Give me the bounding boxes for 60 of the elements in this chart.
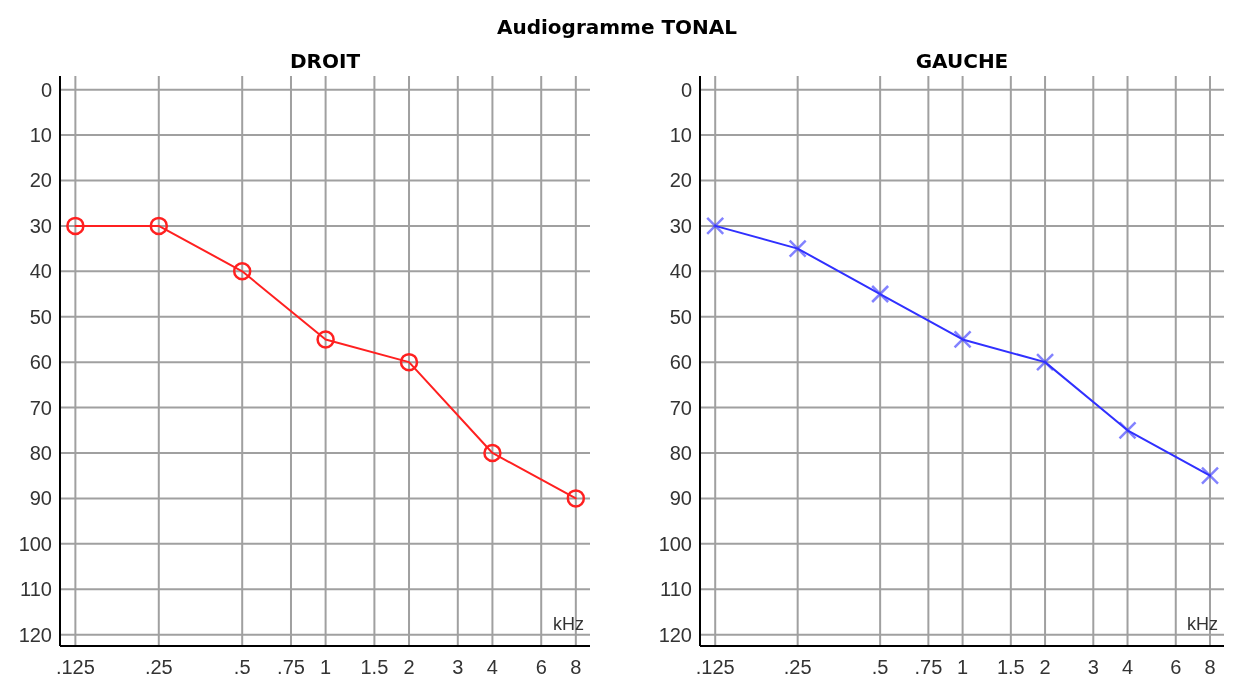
x-tick-label: .75 xyxy=(914,656,943,678)
x-tick-label: .25 xyxy=(783,656,812,678)
y-tick-label: 30 xyxy=(669,214,692,237)
y-tick-label: 80 xyxy=(669,441,692,464)
y-tick-label: 120 xyxy=(658,623,692,646)
x-tick-label: 2 xyxy=(1039,656,1051,678)
y-tick-label: 10 xyxy=(669,124,692,147)
x-tick-label: .5 xyxy=(871,656,889,678)
point xyxy=(66,216,85,236)
y-tick-label: 10 xyxy=(29,124,52,147)
x-tick-label: .5 xyxy=(233,656,251,678)
y-tick-label: 90 xyxy=(29,487,52,510)
y-tick-label: 0 xyxy=(680,78,692,101)
chart-title: Audiogramme TONAL xyxy=(496,15,738,39)
x-tick-label: 4 xyxy=(486,656,498,678)
chart-subtitle: GAUCHE xyxy=(915,49,1009,73)
y-tick-label: 100 xyxy=(658,532,692,555)
y-tick-label: 120 xyxy=(18,623,52,646)
y-tick-label: 70 xyxy=(29,396,52,419)
x-axis-title: kHz xyxy=(553,614,584,634)
x-tick-label: 1.5 xyxy=(360,656,389,678)
y-tick-label: 20 xyxy=(669,169,692,192)
x-tick-label: .25 xyxy=(144,656,173,678)
x-tick-label: 3 xyxy=(452,656,464,678)
chart-subtitle: DROIT xyxy=(289,49,361,73)
y-tick-label: 100 xyxy=(18,532,52,555)
point xyxy=(149,216,169,236)
x-tick-label: 1.5 xyxy=(996,656,1025,678)
point xyxy=(399,352,419,372)
y-tick-label: 90 xyxy=(669,487,692,510)
y-tick-label: 110 xyxy=(20,578,52,601)
y-tick-label: 40 xyxy=(29,260,52,283)
x-tick-label: 8 xyxy=(1204,656,1216,678)
x-tick-label: 1 xyxy=(320,656,332,678)
x-tick-label: 1 xyxy=(957,656,969,678)
point xyxy=(316,330,335,349)
point xyxy=(483,443,502,463)
y-tick-label: 40 xyxy=(669,260,692,283)
y-tick-label: 110 xyxy=(660,578,692,601)
x-tick-label: .75 xyxy=(277,656,305,678)
y-tick-label: 70 xyxy=(669,396,692,419)
y-tick-label: 60 xyxy=(29,351,52,374)
y-tick-label: 30 xyxy=(29,214,52,237)
x-tick-label: 4 xyxy=(1121,656,1134,678)
y-tick-label: 50 xyxy=(669,305,692,328)
x-tick-label: 8 xyxy=(570,656,582,678)
x-tick-label: 6 xyxy=(1170,656,1182,678)
x-axis-title: kHz xyxy=(1187,614,1218,634)
point xyxy=(232,262,252,281)
y-tick-label: 0 xyxy=(40,78,52,101)
y-tick-label: 80 xyxy=(29,441,52,464)
x-tick-label: 2 xyxy=(403,656,415,678)
y-tick-label: 20 xyxy=(29,169,52,192)
x-tick-label: 3 xyxy=(1087,656,1099,678)
x-tick-label: .125 xyxy=(695,656,735,678)
point xyxy=(566,489,586,508)
y-tick-label: 50 xyxy=(29,305,52,328)
y-tick-label: 60 xyxy=(669,351,692,374)
x-tick-label: 6 xyxy=(535,656,547,678)
x-tick-label: .125 xyxy=(55,656,95,678)
